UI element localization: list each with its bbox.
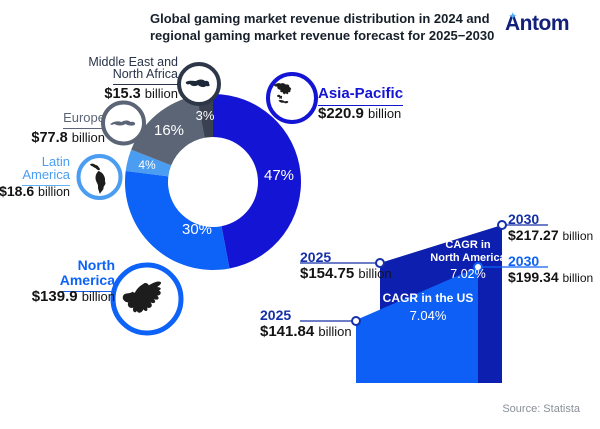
svg-text:30%: 30% bbox=[182, 221, 212, 238]
svg-text:7.02%: 7.02% bbox=[450, 267, 485, 281]
svg-text:47%: 47% bbox=[264, 167, 294, 184]
svg-text:16%: 16% bbox=[154, 122, 184, 139]
svg-text:North America: North America bbox=[430, 252, 506, 264]
svg-text:CAGR in: CAGR in bbox=[445, 239, 491, 251]
svg-text:4%: 4% bbox=[138, 158, 156, 172]
svg-text:3%: 3% bbox=[196, 108, 215, 123]
svg-text:7.04%: 7.04% bbox=[410, 308, 447, 323]
svg-text:CAGR in the US: CAGR in the US bbox=[383, 291, 474, 305]
